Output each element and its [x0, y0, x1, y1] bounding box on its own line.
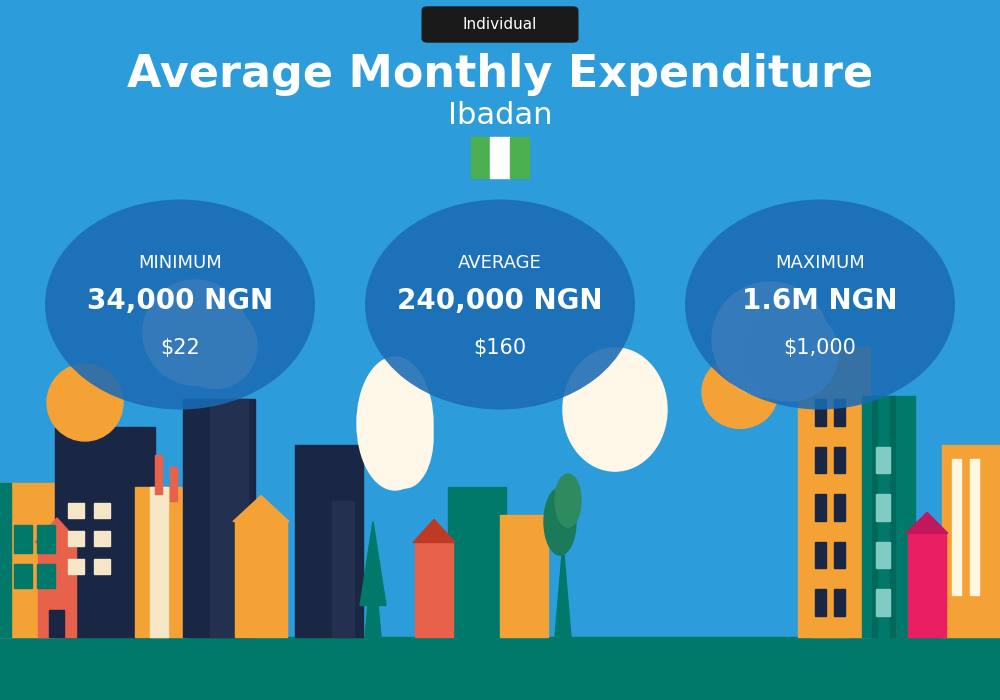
Bar [0, 483, 11, 637]
FancyBboxPatch shape [422, 6, 578, 43]
Bar [471, 137, 490, 178]
Bar [295, 444, 363, 637]
Text: $160: $160 [473, 338, 527, 358]
Ellipse shape [702, 356, 778, 428]
Bar [94, 531, 110, 546]
Bar [183, 399, 255, 637]
Bar [49, 610, 64, 637]
Text: 1.6M NGN: 1.6M NGN [742, 287, 898, 315]
Bar [862, 395, 915, 637]
Bar [815, 589, 826, 616]
Bar [500, 514, 548, 637]
Ellipse shape [712, 282, 828, 397]
Bar [135, 486, 187, 637]
Bar [942, 444, 1000, 637]
Bar [68, 531, 84, 546]
Polygon shape [360, 522, 386, 606]
Bar [876, 447, 890, 473]
Bar [37, 564, 55, 588]
Polygon shape [906, 512, 948, 533]
Bar [890, 395, 895, 637]
Bar [14, 525, 32, 553]
Bar [812, 346, 850, 637]
Text: Individual: Individual [463, 17, 537, 32]
Bar [815, 399, 826, 426]
Bar [876, 589, 890, 616]
Bar [815, 447, 826, 473]
Polygon shape [413, 519, 455, 542]
Bar [815, 542, 826, 568]
Bar [834, 494, 845, 521]
Bar [415, 542, 453, 637]
Bar [834, 589, 845, 616]
Text: $1,000: $1,000 [784, 338, 856, 358]
Bar [235, 522, 287, 637]
Bar [876, 542, 890, 568]
Bar [170, 467, 177, 500]
Polygon shape [233, 496, 289, 522]
Ellipse shape [563, 348, 667, 471]
Bar [68, 503, 84, 518]
Bar [448, 486, 506, 637]
Bar [834, 447, 845, 473]
Polygon shape [35, 518, 79, 542]
Text: 240,000 NGN: 240,000 NGN [397, 287, 603, 315]
Ellipse shape [544, 488, 576, 555]
Bar [155, 455, 162, 493]
Ellipse shape [47, 364, 123, 441]
Ellipse shape [365, 199, 635, 410]
Bar [332, 500, 354, 637]
Text: AVERAGE: AVERAGE [458, 253, 542, 272]
Ellipse shape [173, 304, 257, 389]
Text: $22: $22 [160, 338, 200, 358]
Bar [815, 494, 826, 521]
Text: 34,000 NGN: 34,000 NGN [87, 287, 273, 315]
Bar [14, 564, 32, 588]
Text: Average Monthly Expenditure: Average Monthly Expenditure [127, 53, 873, 97]
Ellipse shape [357, 357, 433, 490]
Bar [952, 458, 961, 595]
Bar [908, 533, 946, 637]
Bar [55, 427, 155, 637]
Text: MAXIMUM: MAXIMUM [775, 253, 865, 272]
Ellipse shape [377, 387, 433, 488]
Text: Ibadan: Ibadan [448, 101, 552, 130]
Bar [94, 559, 110, 574]
Bar [210, 399, 248, 637]
Ellipse shape [45, 199, 315, 410]
Bar [872, 395, 877, 637]
Bar [38, 542, 76, 637]
Text: MINIMUM: MINIMUM [138, 253, 222, 272]
Ellipse shape [555, 474, 581, 527]
Bar [834, 542, 845, 568]
Ellipse shape [685, 199, 955, 410]
Bar [0, 637, 1000, 700]
Bar [0, 483, 65, 637]
Bar [68, 559, 84, 574]
Ellipse shape [742, 306, 838, 401]
Bar [510, 137, 529, 178]
Bar [798, 346, 870, 637]
Polygon shape [555, 542, 571, 637]
Bar [970, 458, 979, 595]
Ellipse shape [143, 280, 247, 385]
Bar [490, 137, 510, 178]
Bar [150, 486, 168, 637]
Polygon shape [365, 550, 381, 637]
Bar [834, 399, 845, 426]
Bar [876, 494, 890, 521]
Bar [37, 525, 55, 553]
Bar [94, 503, 110, 518]
